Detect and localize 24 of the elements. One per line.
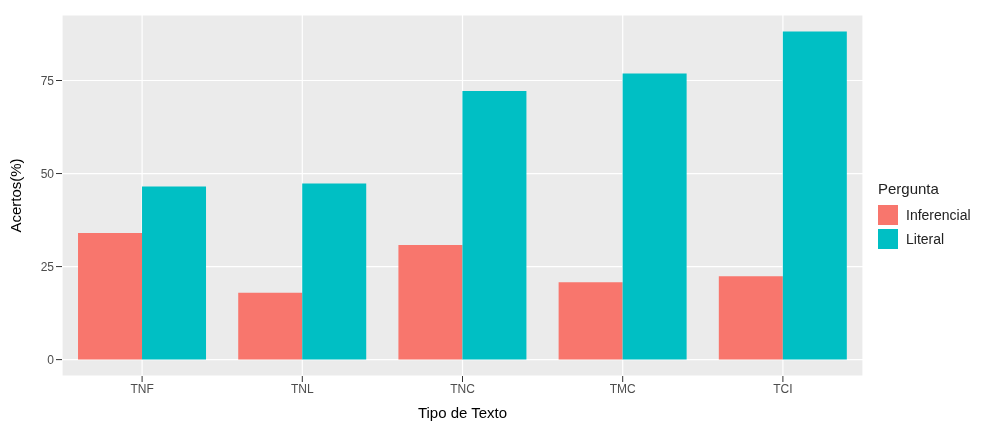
legend-label: Literal [906,231,945,247]
x-tick-label: TNC [450,381,476,396]
bar [78,233,143,360]
y-tick-label: 75 [40,73,55,88]
bar [302,183,367,360]
bar [718,276,783,360]
bar [238,292,303,360]
x-tick-label: TNL [290,381,314,396]
bar [622,73,687,360]
bar [558,282,623,360]
legend-label: Inferencial [906,207,971,223]
y-tick-label: 25 [40,259,55,274]
x-axis-title: Tipo de Texto [417,404,508,421]
x-tick-label: TNF [130,381,154,396]
legend-title: Pergunta [878,180,940,197]
bar [462,90,527,360]
bar [782,31,847,360]
y-axis-title: Acertos(%) [7,158,25,233]
bar [398,245,463,360]
x-tick-label: TMC [609,381,637,396]
y-tick-label: 0 [47,352,55,367]
bar [142,186,207,360]
y-tick-label: 50 [40,166,55,181]
x-tick-label: TCI [773,381,793,396]
